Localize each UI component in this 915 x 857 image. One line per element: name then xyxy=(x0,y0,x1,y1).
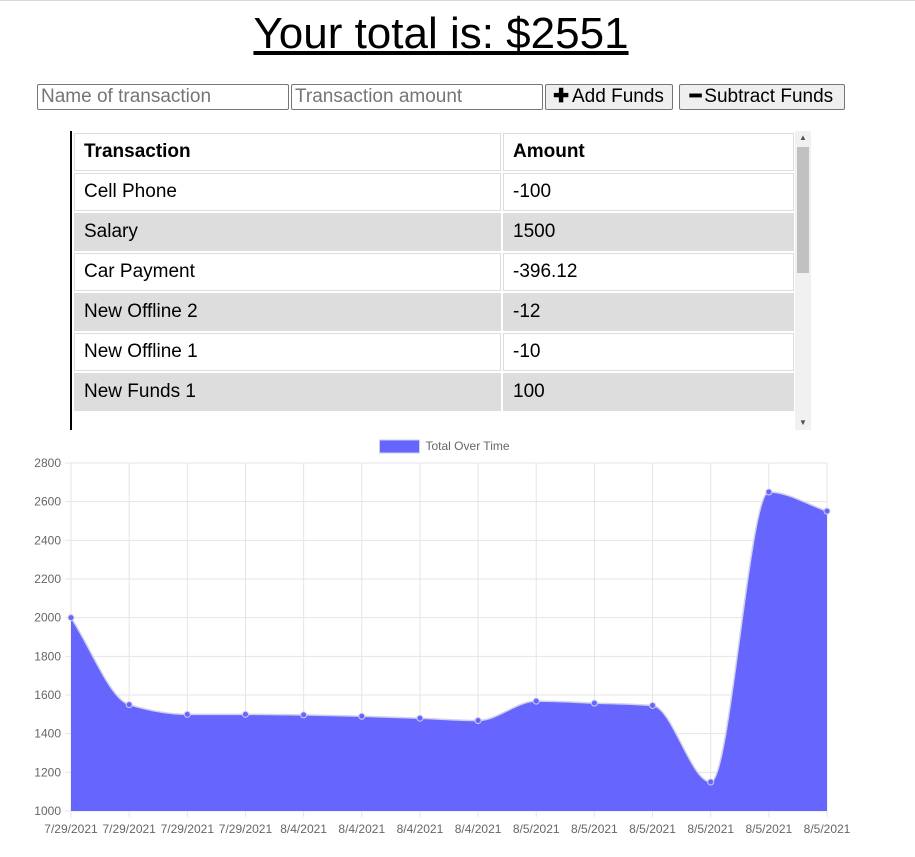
data-point xyxy=(67,614,75,622)
transaction-name-cell: New Offline 1 xyxy=(74,333,501,371)
x-tick-label: 8/4/2021 xyxy=(280,822,327,836)
column-header-transaction: Transaction xyxy=(74,133,501,171)
transaction-name-cell: Salary xyxy=(74,213,501,251)
transactions-table-container[interactable]: Transaction Amount Cell Phone -100 Salar… xyxy=(70,131,813,430)
x-tick-label: 8/5/2021 xyxy=(571,822,618,836)
data-point xyxy=(300,711,308,719)
y-tick-label: 2200 xyxy=(34,572,61,586)
transaction-amount-cell: -10 xyxy=(503,333,794,371)
data-point xyxy=(125,701,133,709)
x-tick-label: 8/5/2021 xyxy=(804,822,851,836)
add-funds-button[interactable]: ✚ Add Funds xyxy=(545,84,673,110)
transaction-amount-cell: -396.12 xyxy=(503,253,794,291)
x-tick-label: 8/5/2021 xyxy=(513,822,560,836)
top-divider xyxy=(0,0,915,1)
data-point xyxy=(707,778,715,786)
plus-icon: ✚ xyxy=(553,86,569,107)
transaction-name-cell: Cell Phone xyxy=(74,173,501,211)
y-tick-label: 1800 xyxy=(34,649,61,663)
x-tick-label: 8/5/2021 xyxy=(629,822,676,836)
y-tick-label: 2800 xyxy=(34,456,61,470)
legend-label: Total Over Time xyxy=(426,439,510,453)
y-tick-label: 1000 xyxy=(34,804,61,818)
y-tick-label: 2600 xyxy=(34,495,61,509)
table-row: New Offline 1 -10 xyxy=(74,333,794,371)
column-header-amount: Amount xyxy=(503,133,794,171)
transaction-amount-cell: 1500 xyxy=(503,213,794,251)
data-point xyxy=(416,714,424,722)
transactions-table: Transaction Amount Cell Phone -100 Salar… xyxy=(72,131,796,413)
data-point xyxy=(765,488,773,496)
data-point xyxy=(358,712,366,720)
x-tick-label: 8/4/2021 xyxy=(397,822,444,836)
x-tick-label: 8/5/2021 xyxy=(687,822,734,836)
x-tick-label: 7/29/2021 xyxy=(219,822,273,836)
x-tick-label: 7/29/2021 xyxy=(102,822,156,836)
transaction-name-cell: New Funds 1 xyxy=(74,373,501,411)
x-tick-label: 7/29/2021 xyxy=(161,822,215,836)
subtract-funds-label: Subtract Funds xyxy=(704,86,834,107)
table-row: Car Payment -396.12 xyxy=(74,253,794,291)
data-point xyxy=(590,699,598,707)
subtract-funds-button[interactable]: ━ Subtract Funds xyxy=(679,84,845,110)
transaction-name-input[interactable] xyxy=(37,84,289,110)
x-tick-label: 8/4/2021 xyxy=(338,822,385,836)
transaction-amount-cell: 100 xyxy=(503,373,794,411)
scrollbar-thumb[interactable] xyxy=(797,147,809,273)
table-row: Cell Phone -100 xyxy=(74,173,794,211)
minus-icon: ━ xyxy=(689,86,702,107)
transaction-amount-cell: -12 xyxy=(503,293,794,331)
data-point xyxy=(649,701,657,709)
y-tick-label: 1400 xyxy=(34,727,61,741)
transaction-name-cell: Car Payment xyxy=(74,253,501,291)
scroll-up-arrow-icon[interactable]: ▲ xyxy=(799,133,807,142)
y-tick-label: 2400 xyxy=(34,533,61,547)
y-tick-label: 2000 xyxy=(34,611,61,625)
scroll-down-arrow-icon[interactable]: ▼ xyxy=(799,418,807,427)
table-header-row: Transaction Amount xyxy=(74,133,794,171)
transaction-amount-input[interactable] xyxy=(291,84,543,110)
legend-swatch xyxy=(379,439,420,454)
add-funds-label: Add Funds xyxy=(572,86,664,107)
x-tick-label: 8/5/2021 xyxy=(745,822,792,836)
transaction-name-cell: New Offline 2 xyxy=(74,293,501,331)
table-scrollbar[interactable]: ▲ ▼ xyxy=(795,131,811,430)
data-point xyxy=(474,717,482,725)
data-point xyxy=(823,507,831,515)
table-row: New Offline 2 -12 xyxy=(74,293,794,331)
data-point xyxy=(241,710,249,718)
data-point xyxy=(532,697,540,705)
transaction-amount-cell: -100 xyxy=(503,173,794,211)
x-tick-label: 7/29/2021 xyxy=(44,822,98,836)
table-row: New Funds 1 100 xyxy=(74,373,794,411)
data-point xyxy=(183,710,191,718)
y-tick-label: 1600 xyxy=(34,688,61,702)
y-tick-label: 1200 xyxy=(34,765,61,779)
table-row: Salary 1500 xyxy=(74,213,794,251)
x-tick-label: 8/4/2021 xyxy=(455,822,502,836)
series-area xyxy=(71,492,827,811)
total-heading: Your total is: $2551 xyxy=(253,9,629,58)
